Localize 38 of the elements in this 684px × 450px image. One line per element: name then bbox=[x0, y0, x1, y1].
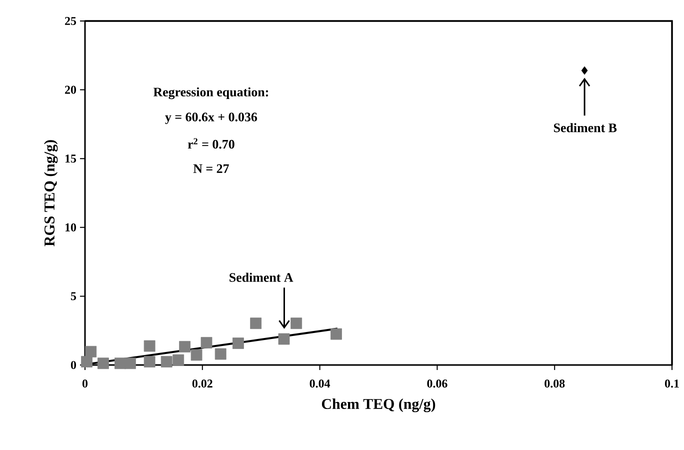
y-tick-label: 25 bbox=[65, 16, 76, 26]
annotation: y = 60.6x + 0.036 bbox=[165, 112, 258, 124]
point bbox=[81, 356, 92, 368]
x-tick-label: 0.02 bbox=[192, 380, 212, 388]
point bbox=[85, 346, 97, 358]
annotation: Sediment A bbox=[230, 272, 294, 282]
point bbox=[250, 318, 262, 330]
annotation: N = 27 bbox=[193, 164, 229, 173]
point bbox=[179, 341, 190, 352]
point bbox=[330, 328, 342, 340]
y-tick-label: 0 bbox=[70, 360, 76, 370]
x-tick-label: 0.06 bbox=[427, 380, 448, 388]
point bbox=[144, 356, 156, 368]
point bbox=[290, 318, 302, 330]
x-tick-label: 0.04 bbox=[310, 380, 330, 388]
point bbox=[124, 358, 136, 370]
y-tick-label: 5 bbox=[70, 292, 76, 300]
point bbox=[581, 66, 588, 75]
annotation: r$^{2}$ = 0.70 bbox=[188, 138, 234, 149]
point bbox=[144, 340, 156, 352]
x-axis-title: Chem TEQ (ng/g) bbox=[322, 398, 436, 412]
point bbox=[160, 356, 172, 368]
point bbox=[232, 338, 244, 349]
annotation: Regression equation: bbox=[153, 87, 268, 100]
y-tick-label: 10 bbox=[65, 223, 76, 232]
y-axis-title: RGS TEQ (ng/g) bbox=[44, 140, 58, 246]
point bbox=[172, 354, 184, 366]
point bbox=[214, 348, 226, 360]
annotation: Sediment B bbox=[554, 123, 617, 132]
point bbox=[200, 337, 212, 348]
y-tick-label: 15 bbox=[65, 154, 76, 163]
y-tick-label: 20 bbox=[65, 86, 76, 94]
x-tick-label: 0.1 bbox=[664, 380, 679, 388]
x-tick-label: 0 bbox=[82, 380, 88, 388]
point bbox=[98, 358, 109, 370]
point bbox=[278, 333, 290, 345]
point bbox=[190, 349, 202, 361]
x-tick-label: 0.08 bbox=[544, 380, 565, 388]
